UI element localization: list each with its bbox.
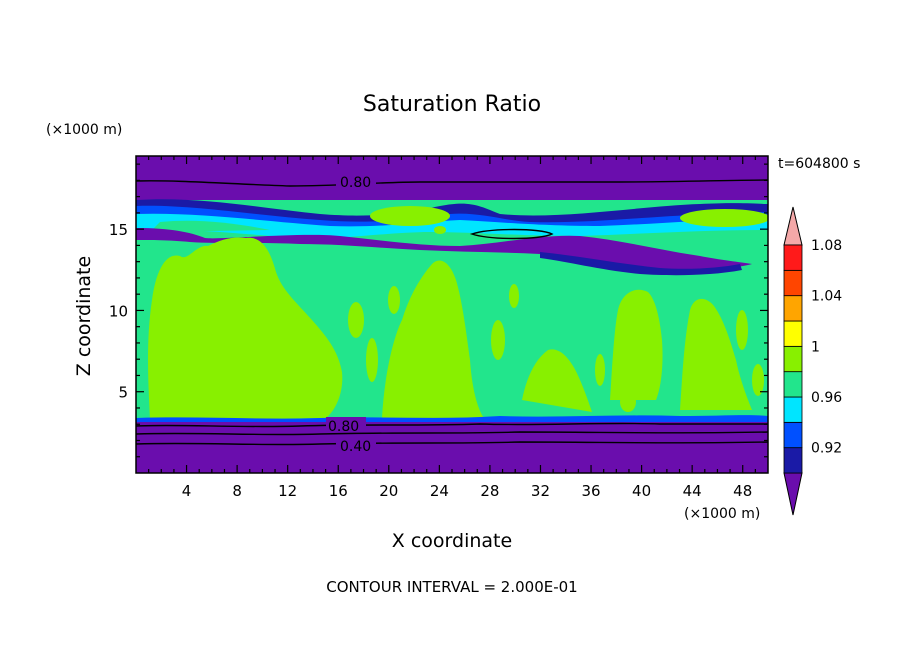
colorbar-box: [783, 396, 803, 423]
x-tick-label: 20: [379, 482, 398, 500]
colorbar-max-extend: [783, 206, 803, 246]
x-tick-label: 36: [581, 482, 600, 500]
x-tick-label: 44: [683, 482, 702, 500]
contour-line-ellipse: [469, 228, 554, 240]
x-tick-label: 32: [531, 482, 550, 500]
contour-label-top: 0.80: [340, 175, 371, 191]
colorbar-box: [783, 320, 803, 347]
colorbar: [783, 206, 803, 516]
contour-interval-note: CONTOUR INTERVAL = 2.000E-01: [326, 578, 577, 596]
contour-line-low-2: [136, 431, 768, 436]
cloud-column-right-1: [610, 289, 663, 400]
upper-saturated-patch-left: [370, 206, 450, 226]
x-tick-label: 28: [480, 482, 499, 500]
time-label: t=604800 s: [778, 156, 860, 172]
contour-line-low-1: [136, 422, 768, 428]
saturation-field: 0.80 0.80 0.40: [136, 156, 768, 473]
colorbar-tick-label: 1: [811, 339, 820, 355]
cloud-column-center-left: [382, 260, 484, 418]
colorbar-box: [783, 345, 803, 373]
y-tick-label: 10: [109, 302, 128, 320]
upper-green-gap: [150, 220, 270, 232]
colorbar-box: [783, 447, 803, 474]
x-tick-label: 24: [430, 482, 449, 500]
colorbar-tick-label: 1.08: [811, 238, 842, 254]
x-tick-label: 16: [329, 482, 348, 500]
colorbar-box: [783, 269, 803, 297]
dry-intrusion-15km: [136, 228, 752, 271]
y-axis: 5 10 15: [109, 163, 768, 458]
contour-line-low-3: [136, 441, 768, 446]
contour-line-top: [136, 179, 768, 187]
colorbar-box: [783, 371, 803, 398]
lower-transition-band: [136, 415, 768, 424]
dry-upper-layer: [136, 156, 768, 200]
dry-lower-layer: [136, 422, 768, 473]
colorbar-tick-label: 1.04: [811, 289, 842, 305]
y-tick-label: 15: [109, 221, 128, 239]
cloud-column-right-2: [680, 298, 752, 410]
upper-saturated-patch-right: [680, 209, 768, 227]
x-tick-label: 8: [232, 482, 242, 500]
colorbar-box: [783, 244, 803, 271]
cloud-column-center-right: [522, 349, 592, 412]
colorbar-ticks: 0.92 0.96 1 1.04 1.08: [811, 238, 842, 457]
cloud-fragments: [153, 226, 764, 412]
cloud-column-left: [148, 237, 343, 420]
colorbar-min-extend: [783, 472, 803, 516]
y-unit-label: (×1000 m): [46, 122, 122, 138]
x-axis-label: X coordinate: [392, 530, 512, 552]
x-unit-label: (×1000 m): [684, 506, 760, 522]
dry-intrusion-edge: [540, 252, 742, 276]
contour-label-low-2: 0.40: [340, 439, 371, 455]
colorbar-box: [783, 421, 803, 449]
colorbar-tick-label: 0.96: [811, 390, 842, 406]
x-tick-label: 4: [182, 482, 192, 500]
chart-title: Saturation Ratio: [363, 92, 541, 117]
colorbar-tick-label: 0.92: [811, 441, 842, 457]
x-tick-label: 40: [632, 482, 651, 500]
x-axis: 4 8 12 16 20 24 28 32 36 40 44 48: [148, 156, 756, 500]
x-tick-label: 12: [278, 482, 297, 500]
upper-cyan-band: [136, 213, 768, 239]
x-tick-label: 48: [733, 482, 752, 500]
colorbar-box: [783, 295, 803, 322]
y-axis-label: Z coordinate: [73, 256, 95, 376]
y-tick-label: 5: [118, 384, 128, 402]
contour-label-low-1: 0.80: [328, 419, 359, 435]
